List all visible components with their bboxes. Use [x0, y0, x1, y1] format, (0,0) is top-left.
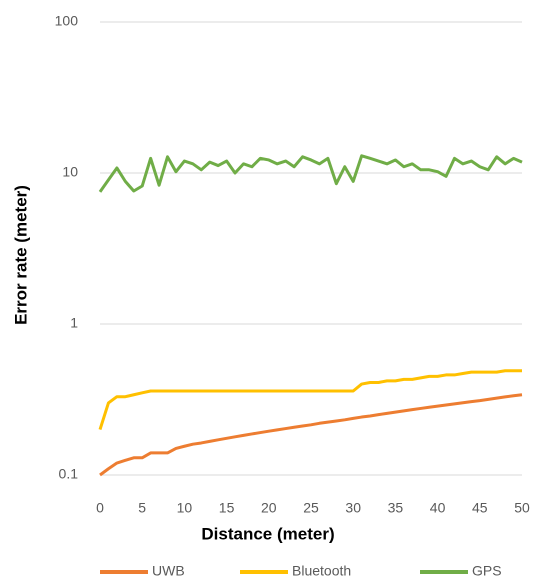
x-tick-label: 45 — [472, 500, 488, 516]
series-line — [98, 369, 522, 430]
x-tick-label: 20 — [261, 500, 277, 516]
x-tick-label: 25 — [303, 500, 319, 516]
y-axis-title: Error rate (meter) — [11, 185, 30, 325]
x-tick-label: 5 — [138, 500, 146, 516]
legend-label: Bluetooth — [292, 563, 351, 579]
x-tick-label: 40 — [430, 500, 446, 516]
x-tick-label: 50 — [514, 500, 530, 516]
x-tick-label: 10 — [177, 500, 193, 516]
legend-label: UWB — [152, 563, 185, 579]
y-tick-label: 10 — [62, 164, 78, 180]
y-tick-label: 1 — [70, 315, 78, 331]
series-line — [99, 393, 523, 477]
series-line — [98, 154, 523, 193]
x-tick-label: 35 — [388, 500, 404, 516]
x-axis-title: Distance (meter) — [201, 524, 334, 543]
x-tick-label: 15 — [219, 500, 235, 516]
x-tick-label: 30 — [345, 500, 361, 516]
y-tick-label: 0.1 — [59, 466, 79, 482]
legend-label: GPS — [472, 563, 502, 579]
y-tick-label: 100 — [55, 13, 79, 29]
x-tick-label: 0 — [96, 500, 104, 516]
